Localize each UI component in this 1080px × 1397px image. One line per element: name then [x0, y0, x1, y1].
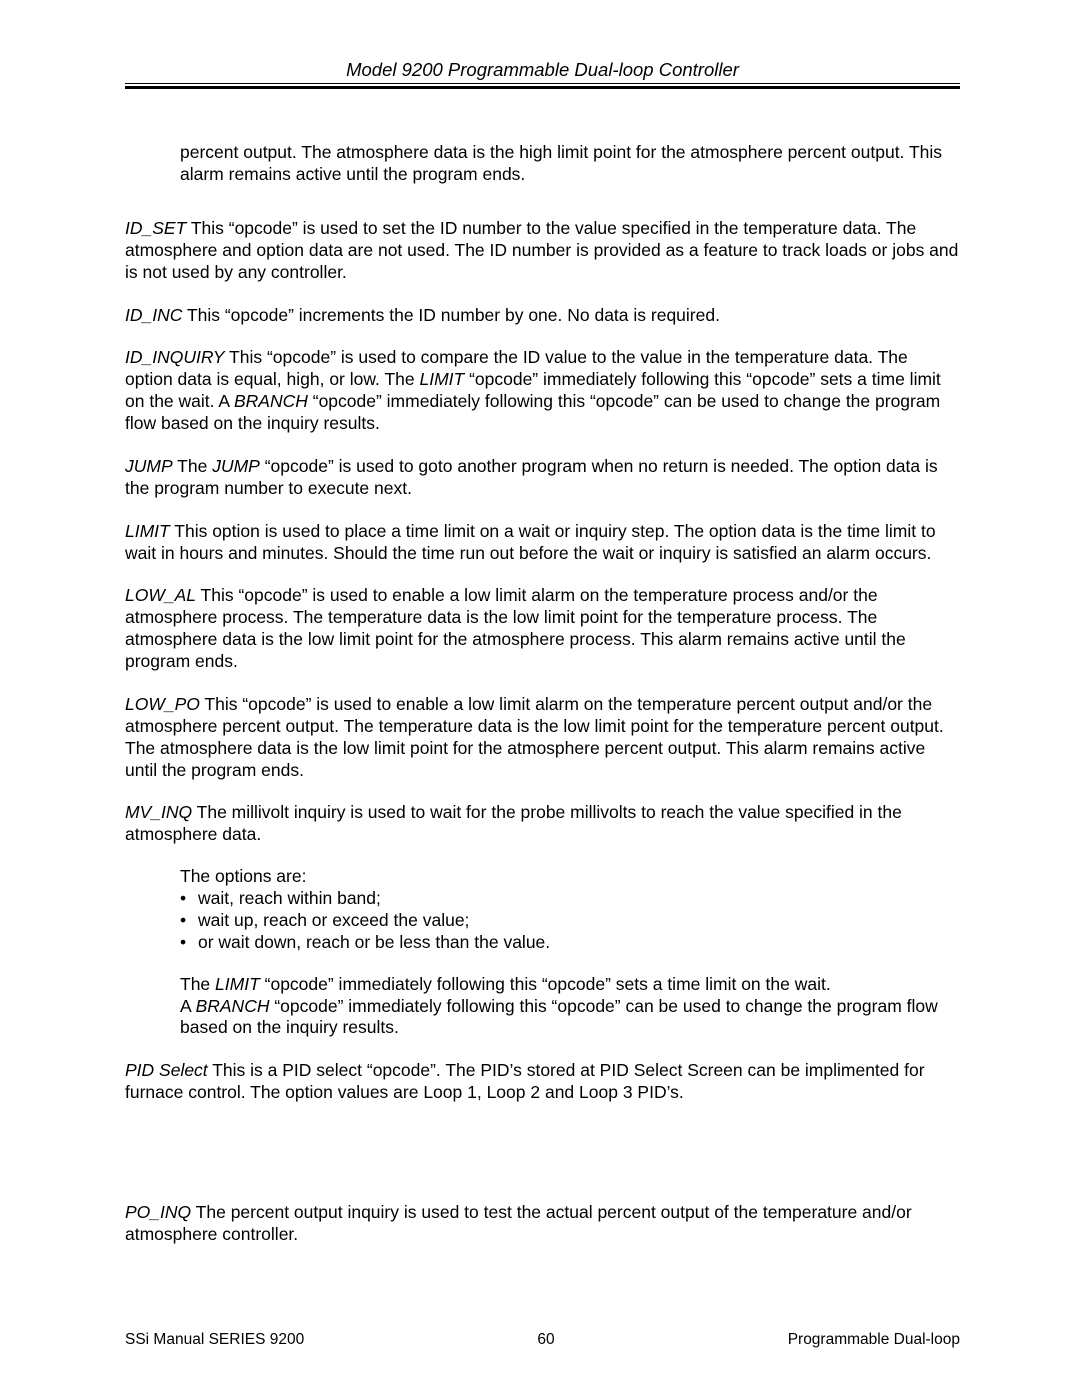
mv-inq-options: The options are: wait, reach within band…	[180, 866, 960, 954]
low-al-text: This “opcode” is used to enable a low li…	[125, 585, 906, 671]
entry-limit: LIMIT This option is used to place a tim…	[125, 521, 960, 565]
footer-left: SSi Manual SERIES 9200	[125, 1330, 304, 1349]
list-item: wait, reach within band;	[180, 888, 960, 910]
opcode-id-inquiry: ID_INQUIRY	[125, 347, 225, 367]
post-line1: The LIMIT “opcode” immediately following…	[180, 974, 960, 996]
list-item: wait up, reach or exceed the value;	[180, 910, 960, 932]
id-inquiry-branch: BRANCH	[234, 391, 308, 411]
footer-right: Programmable Dual-loop	[788, 1330, 960, 1349]
opcode-low-al: LOW_AL	[125, 585, 196, 605]
opcode-po-inq: PO_INQ	[125, 1202, 191, 1222]
page-header: Model 9200 Programmable Dual-loop Contro…	[125, 58, 960, 97]
id-inc-text: This “opcode” increments the ID number b…	[182, 305, 720, 325]
entry-pid-select: PID Select This is a PID select “opcode”…	[125, 1060, 960, 1104]
list-item: or wait down, reach or be less than the …	[180, 932, 960, 954]
post1-limit: LIMIT	[215, 974, 260, 994]
entry-po-inq: PO_INQ The percent output inquiry is use…	[125, 1202, 960, 1246]
limit-text: This option is used to place a time limi…	[125, 521, 936, 563]
id-set-text: This “opcode” is used to set the ID numb…	[125, 218, 958, 282]
lead-text: percent output. The atmosphere data is t…	[180, 142, 942, 184]
pid-select-text: This is a PID select “opcode”. The PID’s…	[125, 1060, 925, 1102]
entry-jump: JUMP The JUMP “opcode” is used to goto a…	[125, 456, 960, 500]
po-inq-text: The percent output inquiry is used to te…	[125, 1202, 912, 1244]
header-rule	[125, 86, 960, 89]
post2a: A	[180, 996, 196, 1016]
entry-low-po: LOW_PO This “opcode” is used to enable a…	[125, 694, 960, 782]
mv-inq-post: The LIMIT “opcode” immediately following…	[180, 974, 960, 1040]
post2b: “opcode” immediately following this “opc…	[180, 996, 938, 1038]
jump-inline: JUMP	[212, 456, 260, 476]
entry-mv-inq: MV_INQ The millivolt inquiry is used to …	[125, 802, 960, 1039]
id-inquiry-limit: LIMIT	[419, 369, 464, 389]
jump-text1: The	[173, 456, 213, 476]
options-list: wait, reach within band; wait up, reach …	[180, 888, 960, 954]
lead-paragraph: percent output. The atmosphere data is t…	[180, 142, 960, 186]
entry-id-inquiry: ID_INQUIRY This “opcode” is used to comp…	[125, 347, 960, 435]
post2-branch: BRANCH	[196, 996, 270, 1016]
entry-id-set: ID_SET This “opcode” is used to set the …	[125, 218, 960, 284]
header-title: Model 9200 Programmable Dual-loop Contro…	[346, 59, 739, 80]
opcode-pid-select: PID Select	[125, 1060, 208, 1080]
opcode-id-set: ID_SET	[125, 218, 186, 238]
opcode-mv-inq: MV_INQ	[125, 802, 192, 822]
low-po-text: This “opcode” is used to enable a low li…	[125, 694, 944, 780]
post1a: The	[180, 974, 215, 994]
entry-id-inc: ID_INC This “opcode” increments the ID n…	[125, 305, 960, 327]
options-label: The options are:	[180, 866, 960, 888]
opcode-jump: JUMP	[125, 456, 173, 476]
header-rule-thin	[125, 83, 960, 84]
page-footer: SSi Manual SERIES 9200 60 Programmable D…	[125, 1330, 960, 1349]
post1b: “opcode” immediately following this “opc…	[260, 974, 831, 994]
opcode-id-inc: ID_INC	[125, 305, 182, 325]
post-line2: A BRANCH “opcode” immediately following …	[180, 996, 960, 1040]
opcode-low-po: LOW_PO	[125, 694, 200, 714]
mv-inq-text: The millivolt inquiry is used to wait fo…	[125, 802, 902, 844]
entry-low-al: LOW_AL This “opcode” is used to enable a…	[125, 585, 960, 673]
footer-page-number: 60	[537, 1330, 554, 1349]
opcode-limit: LIMIT	[125, 521, 170, 541]
